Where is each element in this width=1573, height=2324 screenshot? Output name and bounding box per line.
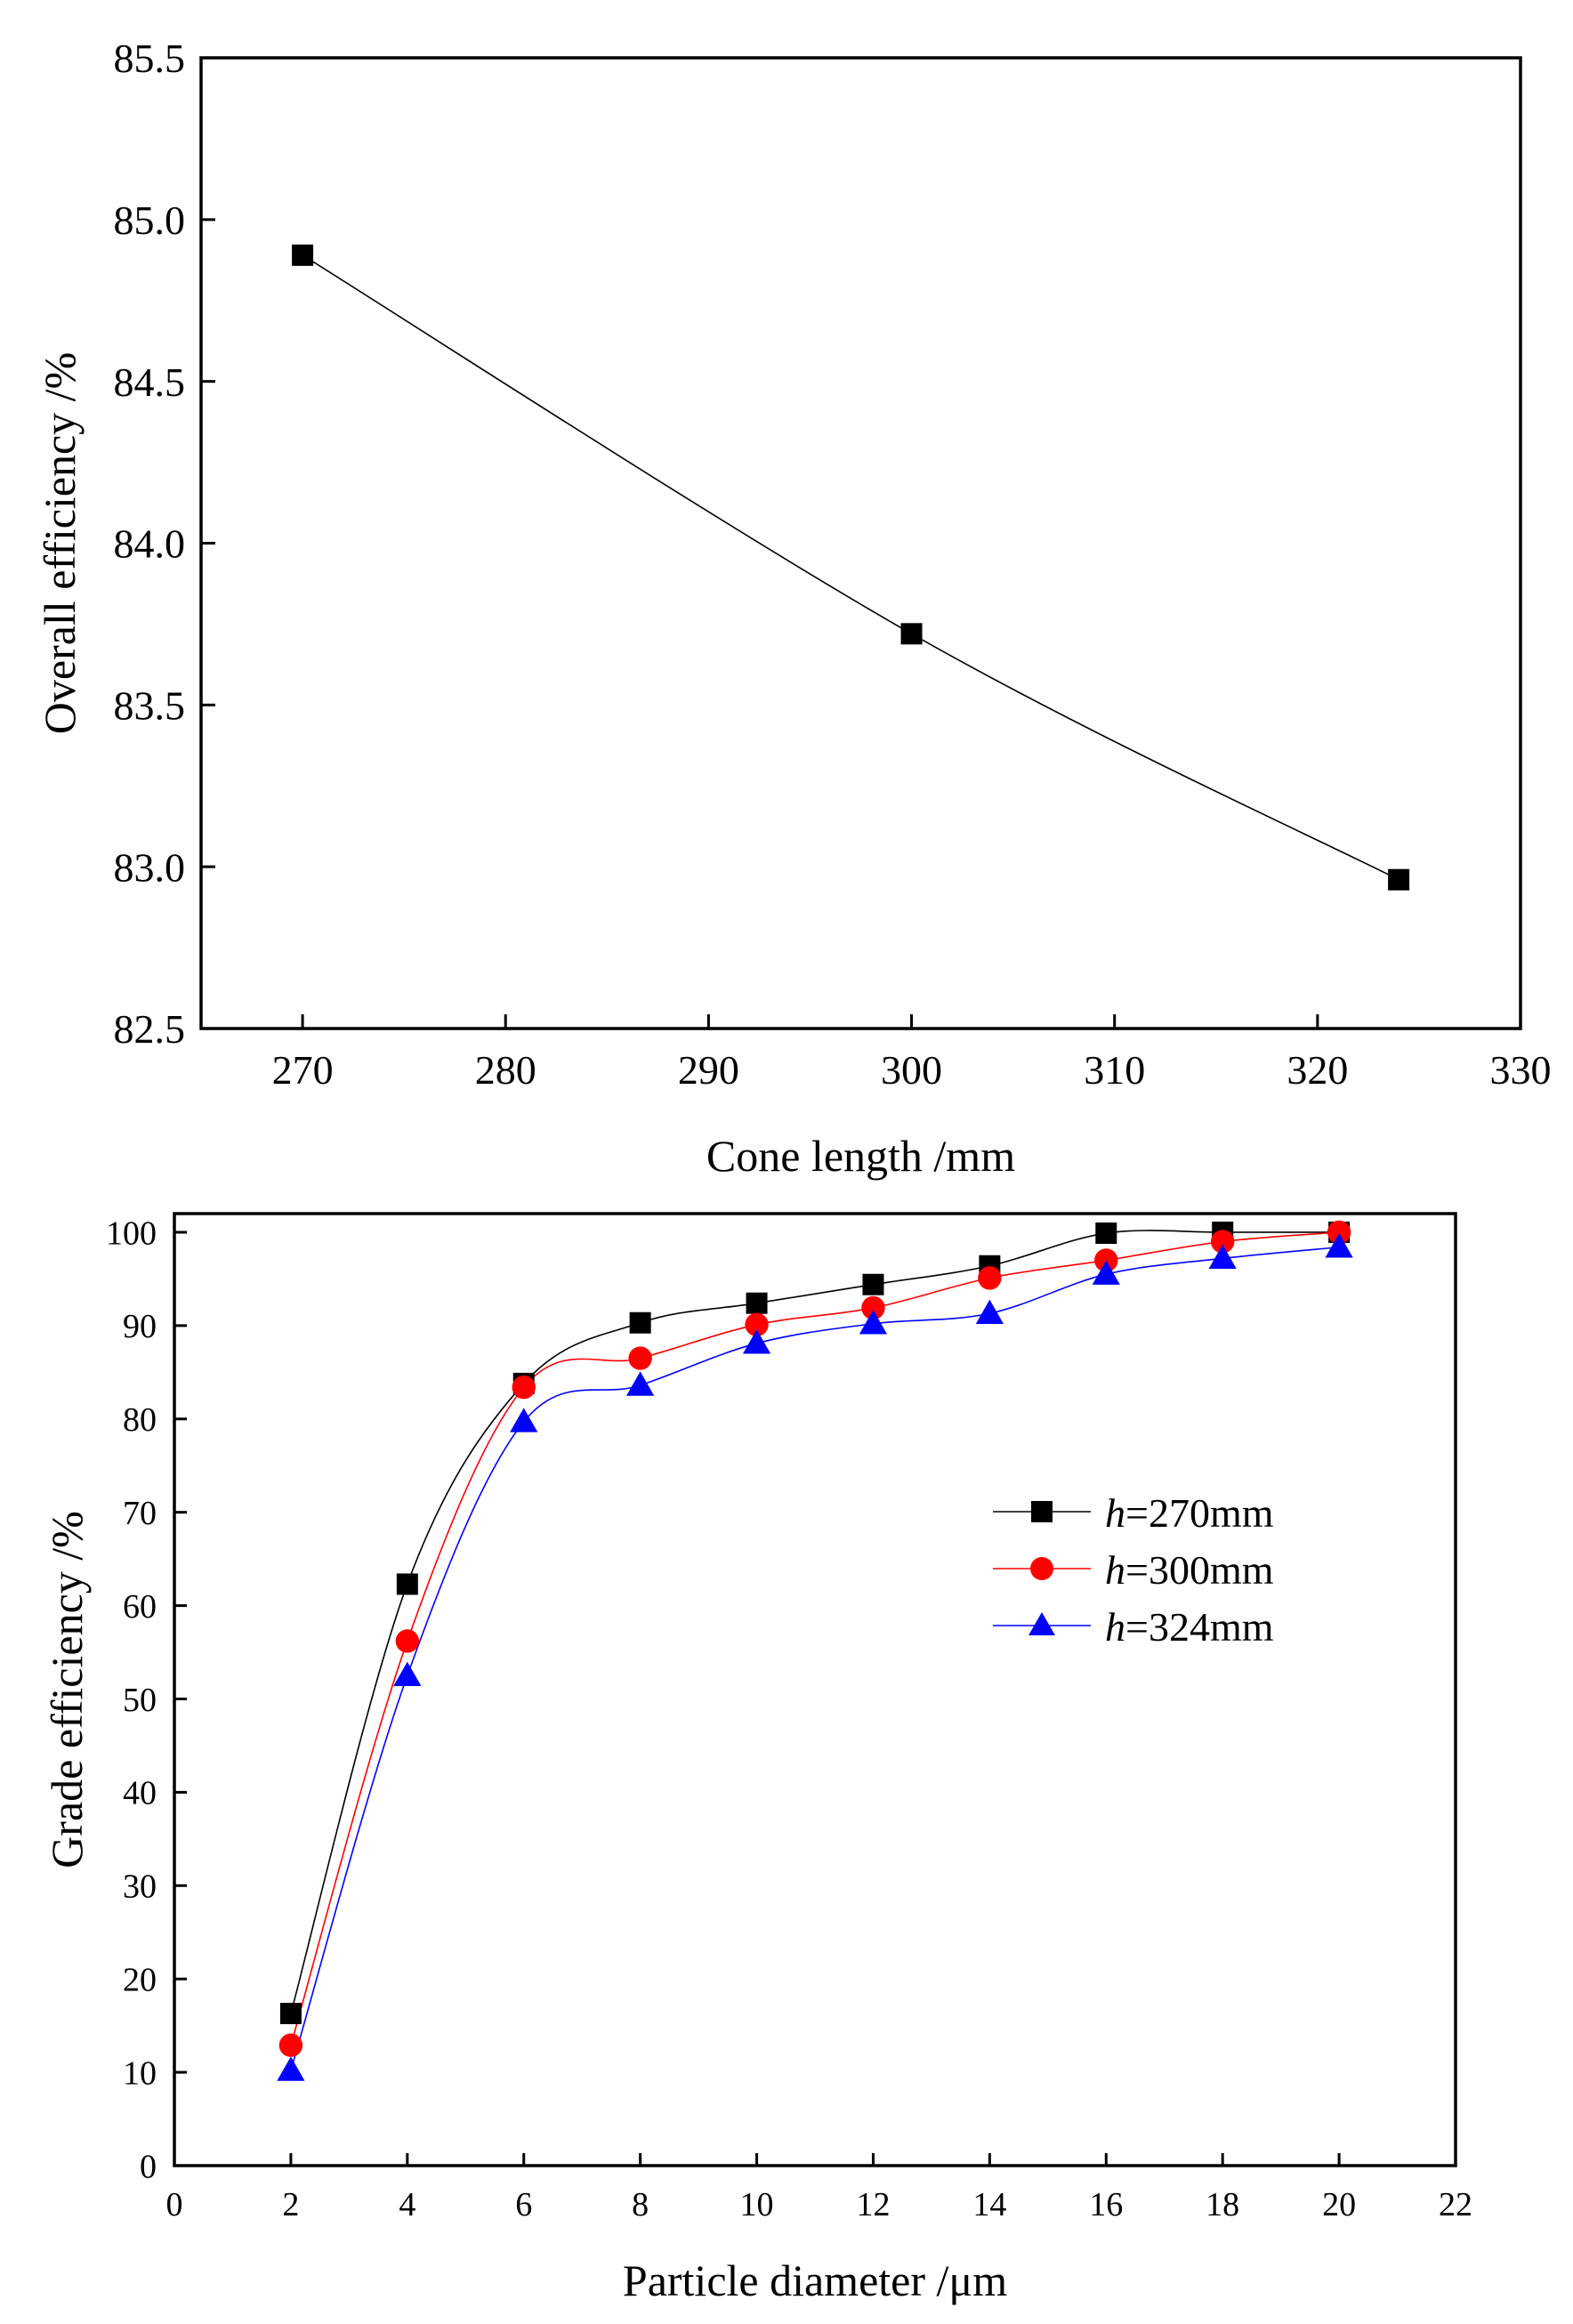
x-axis-title: Cone length /mm: [706, 1131, 1015, 1181]
data-point-h-300mm: [278, 2033, 303, 2057]
overall-efficiency-chart: 270 280 290 300 310 320 330 82.5 83.0 83.5 84.0 84…: [35, 36, 1552, 1181]
data-point-h-300mm: [1327, 1220, 1351, 1245]
plot-frame: [173, 1212, 1457, 2167]
data-point-h-270mm: [1095, 1223, 1117, 1245]
x-tick-label: 270: [272, 1047, 334, 1093]
y-tick-label: 82.5: [114, 1006, 186, 1052]
data-point-overall-efficiency: [1388, 868, 1410, 891]
y-tick-label: 30: [123, 1868, 157, 1906]
y-tick-label: 70: [123, 1495, 157, 1532]
legend-item-300: h=300mm: [993, 1547, 1274, 1593]
data-point-h-270mm: [279, 2003, 302, 2025]
data-point-h-324mm: [277, 2056, 305, 2081]
x-tick-label: 290: [678, 1047, 739, 1093]
y-tick-label: 0: [140, 2148, 157, 2185]
x-tick-label: 300: [881, 1047, 942, 1093]
legend-marker-324: [1028, 1612, 1055, 1635]
legend: h=270mm h=300mm h=324mm: [993, 1490, 1274, 1650]
data-point-h-300mm: [861, 1295, 885, 1320]
x-tick-label: 16: [1089, 2186, 1123, 2223]
x-tick-label: 280: [475, 1047, 536, 1093]
x-tick-label: 8: [632, 2186, 649, 2223]
y-axis-title: Grade efficiency /%: [42, 1511, 92, 1868]
data-point-h-300mm: [978, 1266, 1002, 1290]
y-tick-label: 84.5: [114, 359, 186, 405]
x-tick-label: 22: [1439, 2186, 1472, 2223]
y-axis-title: Overall efficiency /%: [35, 352, 85, 734]
legend-item-324: h=324mm: [993, 1604, 1274, 1650]
y-tick-label: 10: [123, 2054, 157, 2092]
data-point-h-300mm: [1094, 1248, 1118, 1272]
series-line-overall-efficiency: [302, 254, 1400, 881]
y-tick-label: 20: [123, 1961, 157, 1998]
x-tick-label: 2: [282, 2186, 299, 2223]
data-point-h-300mm: [628, 1346, 652, 1370]
legend-marker-270: [1031, 1501, 1053, 1522]
y-tick-label: 80: [123, 1401, 157, 1439]
plot-frame: [199, 56, 1522, 1030]
data-point-h-300mm: [512, 1375, 536, 1400]
data-point-h-324mm: [975, 1299, 1004, 1324]
data-point-h-270mm: [862, 1273, 884, 1295]
x-tick-label: 0: [166, 2186, 183, 2223]
data-point-h-324mm: [742, 1329, 771, 1354]
data-point-h-300mm: [1210, 1230, 1235, 1254]
y-tick-label: 84.0: [114, 521, 186, 567]
data-point-h-324mm: [1092, 1260, 1120, 1285]
legend-label-324: h=324mm: [1105, 1604, 1274, 1650]
data-point-h-270mm: [629, 1311, 651, 1334]
legend-item-270: h=270mm: [993, 1490, 1274, 1536]
y-tick-label: 60: [123, 1588, 157, 1626]
data-point-h-324mm: [626, 1371, 655, 1396]
y-tick-label: 50: [123, 1682, 157, 1719]
data-point-overall-efficiency: [292, 244, 314, 266]
y-tick-label: 85.0: [114, 198, 186, 243]
x-tick-label: 330: [1490, 1047, 1552, 1093]
data-point-h-324mm: [510, 1408, 538, 1432]
y-tick-label: 40: [123, 1775, 157, 1812]
data-point-h-270mm: [396, 1573, 418, 1595]
data-point-h-300mm: [745, 1312, 769, 1337]
data-point-h-324mm: [859, 1310, 888, 1335]
y-tick-label: 100: [106, 1214, 157, 1252]
x-tick-label: 18: [1206, 2186, 1239, 2223]
x-tick-label: 310: [1084, 1047, 1145, 1093]
data-point-h-324mm: [1208, 1244, 1237, 1270]
x-tick-label: 12: [856, 2186, 890, 2223]
data-point-h-270mm: [746, 1292, 768, 1314]
data-point-h-324mm: [1325, 1233, 1353, 1258]
legend-label-270: h=270mm: [1105, 1490, 1274, 1536]
y-tick-label: 90: [123, 1308, 157, 1345]
legend-label-300: h=300mm: [1105, 1547, 1274, 1593]
x-tick-label: 4: [399, 2186, 415, 2223]
x-axis-title: Particle diameter /μm: [623, 2255, 1007, 2305]
y-tick-label: 83.0: [114, 844, 186, 890]
x-tick-label: 320: [1287, 1047, 1348, 1093]
data-point-h-324mm: [393, 1661, 422, 1686]
data-point-h-300mm: [395, 1629, 420, 1653]
x-tick-label: 6: [515, 2186, 532, 2223]
x-tick-label: 10: [740, 2186, 774, 2223]
y-tick-label: 85.5: [114, 36, 186, 81]
legend-marker-300: [1030, 1557, 1053, 1580]
x-tick-label: 20: [1322, 2186, 1356, 2223]
data-point-overall-efficiency: [900, 623, 923, 645]
y-tick-label: 83.5: [114, 682, 186, 728]
grade-efficiency-chart: 0 2 4 6 8 10 12 14 16 18 20 22 0 10 20 30 40 50 60 70 80 90 1…: [42, 1212, 1472, 2305]
x-tick-label: 14: [972, 2186, 1006, 2223]
